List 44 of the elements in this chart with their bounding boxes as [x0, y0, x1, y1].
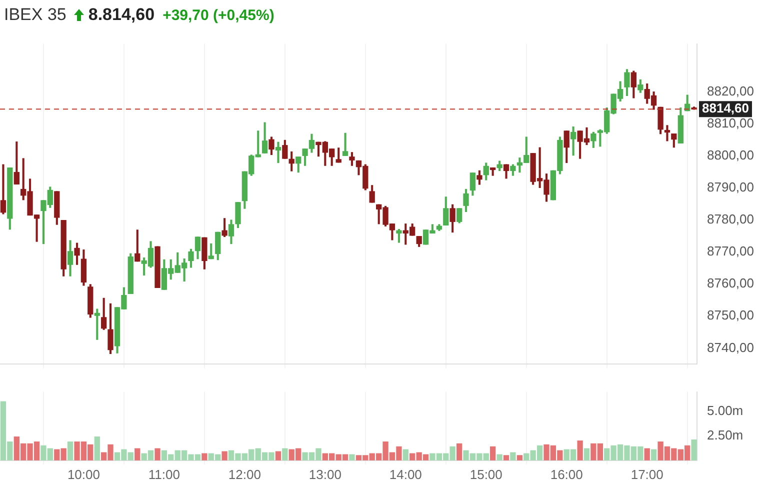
y-tick-label: 8800,00 [707, 148, 754, 163]
bar [503, 455, 510, 460]
bar [94, 436, 100, 460]
x-tick-label: 17:00 [630, 466, 664, 482]
y-tick-label: 8780,00 [707, 212, 754, 227]
y-tick-label: 8770,00 [707, 244, 754, 259]
bar [577, 440, 583, 460]
bar [349, 454, 355, 460]
bar [516, 455, 523, 460]
bar [154, 448, 160, 460]
bar [691, 439, 697, 460]
bar [584, 448, 590, 460]
bar [67, 441, 74, 460]
ref-line-label: 8814,60 [702, 100, 749, 116]
text: +39,70 (+0,45%) [162, 6, 274, 24]
y-tick-label: 8740,00 [707, 340, 754, 355]
bar [275, 451, 282, 460]
y-tick-label: 8820,00 [707, 83, 754, 98]
bar [650, 449, 657, 460]
y-tick-label: 8790,00 [707, 180, 754, 195]
y-tick-label: 2.50m [707, 427, 744, 442]
bar [510, 452, 516, 460]
bar [644, 448, 650, 460]
x-tick-label: 13:00 [308, 466, 342, 482]
chart-subtitle: 8.814,60 [88, 5, 155, 25]
chart-title: IBEX 35 [4, 5, 66, 25]
bar [202, 453, 208, 460]
x-tick-label: 11:00 [148, 466, 180, 482]
bar [134, 448, 140, 460]
bar [456, 443, 462, 460]
y-tick-label: 5.00m [707, 402, 744, 418]
x-tick-label: 15:00 [470, 466, 502, 482]
y-tick-label: 8810,00 [707, 115, 754, 130]
bar [496, 454, 502, 460]
x-tick-label: 12:00 [228, 466, 261, 482]
bar [402, 449, 408, 460]
bar [222, 451, 228, 460]
x-tick-label: 16:00 [550, 466, 583, 482]
y-tick-label: 8750,00 [707, 308, 754, 323]
bar [282, 448, 288, 460]
y-tick-label: 8760,00 [707, 276, 754, 291]
bar [490, 446, 496, 460]
x-tick-label: 10:00 [67, 466, 100, 482]
x-tick-label: 14:00 [389, 466, 422, 482]
